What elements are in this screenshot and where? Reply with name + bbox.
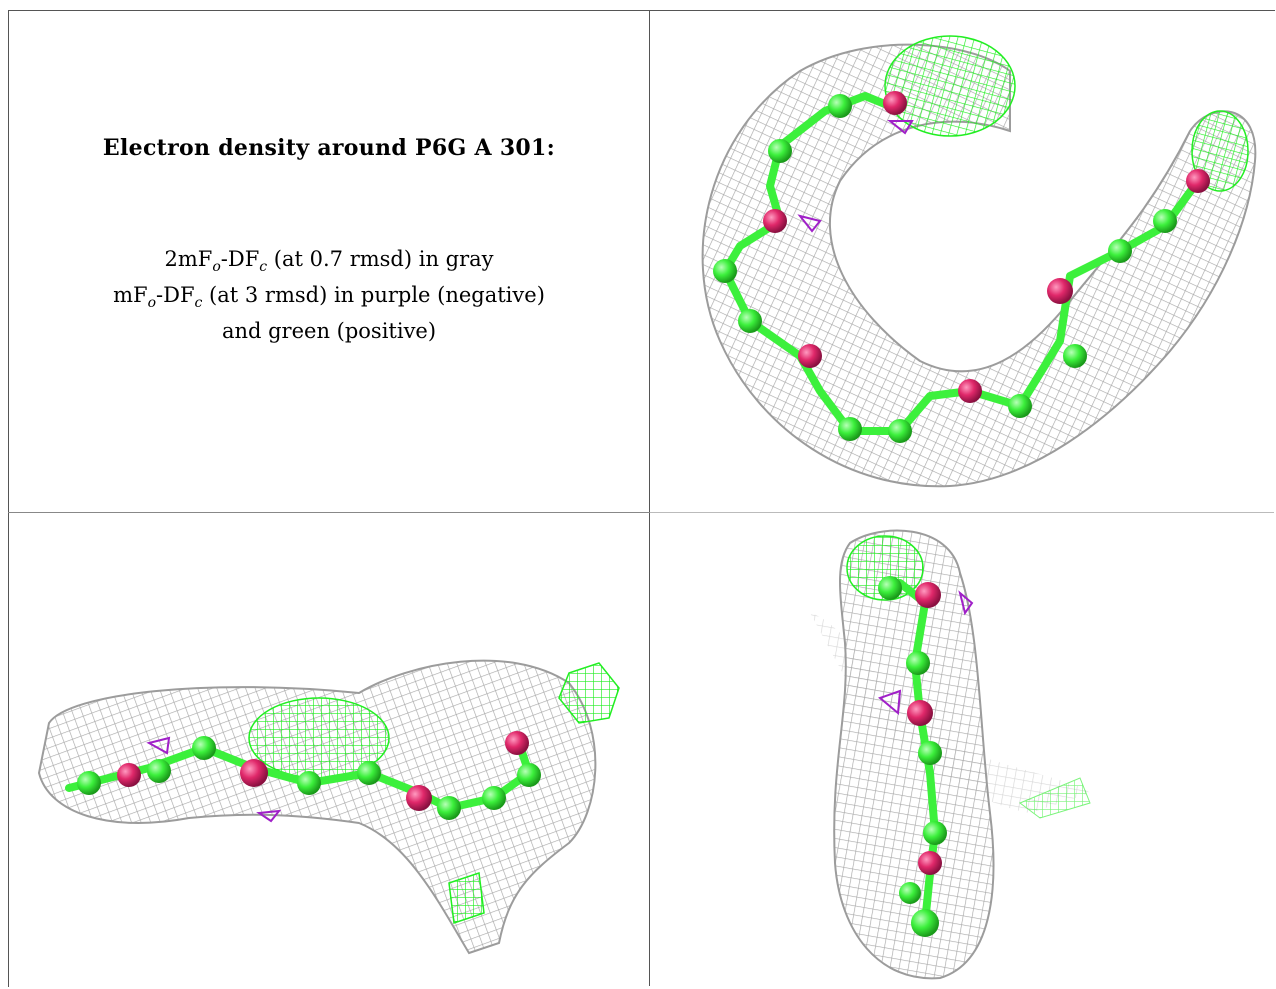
- atom-spheres-side: [77, 731, 541, 820]
- density-mesh-vertical-icon: [810, 529, 1091, 980]
- density-view-top: [650, 11, 1274, 512]
- density-mesh-elongated-icon: [37, 659, 620, 955]
- row-divider: [8, 512, 650, 513]
- caption-cell: Electron density around P6G A 301: 2mFo-…: [9, 11, 649, 512]
- legend-block: 2mFo-DFc (at 0.7 rmsd) in gray mFo-DFc (…: [9, 241, 649, 349]
- legend-2-sub-a: o: [147, 295, 157, 312]
- legend-2-term-a: mF: [113, 283, 148, 307]
- legend-1-sub-a: o: [212, 259, 221, 276]
- legend-2-rest: (at 3 rmsd) in purple (negative): [202, 283, 545, 307]
- atom-spheres: [713, 91, 1210, 443]
- legend-1-rest: (at 0.7 rmsd) in gray: [267, 247, 494, 271]
- density-view-side: [9, 513, 649, 989]
- density-view-end: [650, 513, 1274, 989]
- legend-line-2: mFo-DFc (at 3 rmsd) in purple (negative): [9, 277, 649, 313]
- row-divider-right: [650, 512, 1274, 513]
- figure-title: Electron density around P6G A 301:: [102, 135, 556, 161]
- column-divider: [649, 10, 650, 986]
- table-frame: [8, 10, 1275, 987]
- legend-line-1: 2mFo-DFc (at 0.7 rmsd) in gray: [9, 241, 649, 277]
- legend-1-term-a: 2mF: [164, 247, 213, 271]
- atom-spheres-end: [878, 576, 947, 937]
- legend-2-term-b: -DF: [156, 283, 195, 307]
- legend-2-sub-b: c: [194, 295, 203, 312]
- legend-line-3: and green (positive): [221, 319, 437, 343]
- legend-1-sub-b: c: [259, 259, 268, 276]
- legend-1-term-b: -DF: [220, 247, 260, 271]
- density-mesh-ring-icon: [701, 35, 1257, 488]
